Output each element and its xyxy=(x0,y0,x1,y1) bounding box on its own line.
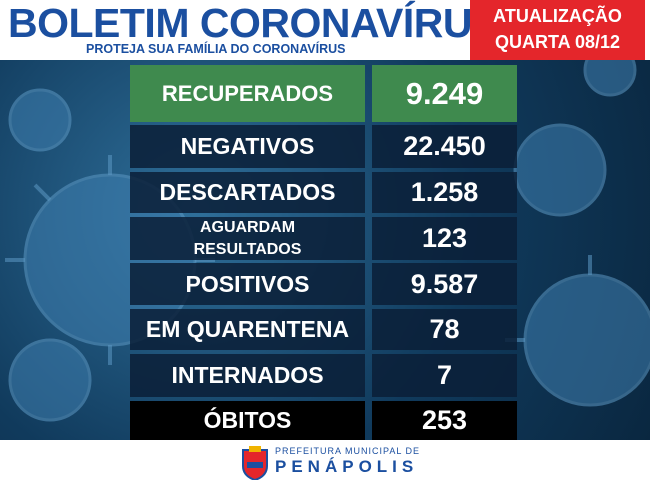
update-box: ATUALIZAÇÃO QUARTA 08/12 xyxy=(470,0,645,60)
row-value: 9.587 xyxy=(372,263,517,305)
table-row: POSITIVOS 9.587 xyxy=(130,263,517,305)
footer-line: PREFEITURA MUNICIPAL DE xyxy=(275,446,421,456)
table-row: AGUARDAM RESULTADOS 123 xyxy=(130,217,517,260)
row-label: EM QUARENTENA xyxy=(130,309,365,350)
table-row: RECUPERADOS 9.249 xyxy=(130,65,517,122)
row-label: INTERNADOS xyxy=(130,354,365,397)
row-label: NEGATIVOS xyxy=(130,125,365,168)
row-label: AGUARDAM RESULTADOS xyxy=(130,217,365,260)
row-value: 9.249 xyxy=(372,65,517,122)
row-value: 253 xyxy=(372,401,517,440)
row-value: 22.450 xyxy=(372,125,517,168)
row-label: ÓBITOS xyxy=(130,401,365,440)
row-value: 78 xyxy=(372,309,517,350)
row-label: DESCARTADOS xyxy=(130,172,365,213)
table-row: NEGATIVOS 22.450 xyxy=(130,125,517,168)
row-value: 1.258 xyxy=(372,172,517,213)
table-row: EM QUARENTENA 78 xyxy=(130,309,517,350)
subtitle: PROTEJA SUA FAMÍLIA DO CORONAVÍRUS xyxy=(86,42,346,56)
row-value: 7 xyxy=(372,354,517,397)
title: BOLETIM CORONAVÍRUS xyxy=(8,0,499,46)
row-label-text: AGUARDAM RESULTADOS xyxy=(193,218,302,258)
row-label: RECUPERADOS xyxy=(130,65,365,122)
footer-city: PENÁPOLIS xyxy=(275,457,419,476)
update-line: ATUALIZAÇÃO xyxy=(493,6,622,26)
table-row: INTERNADOS 7 xyxy=(130,354,517,397)
row-label: POSITIVOS xyxy=(130,263,365,305)
footer xyxy=(0,440,650,480)
update-line: QUARTA 08/12 xyxy=(494,32,621,52)
table-row: ÓBITOS 253 xyxy=(130,401,517,440)
logo xyxy=(242,446,268,480)
row-value: 123 xyxy=(372,217,517,260)
table-row: DESCARTADOS 1.258 xyxy=(130,172,517,213)
